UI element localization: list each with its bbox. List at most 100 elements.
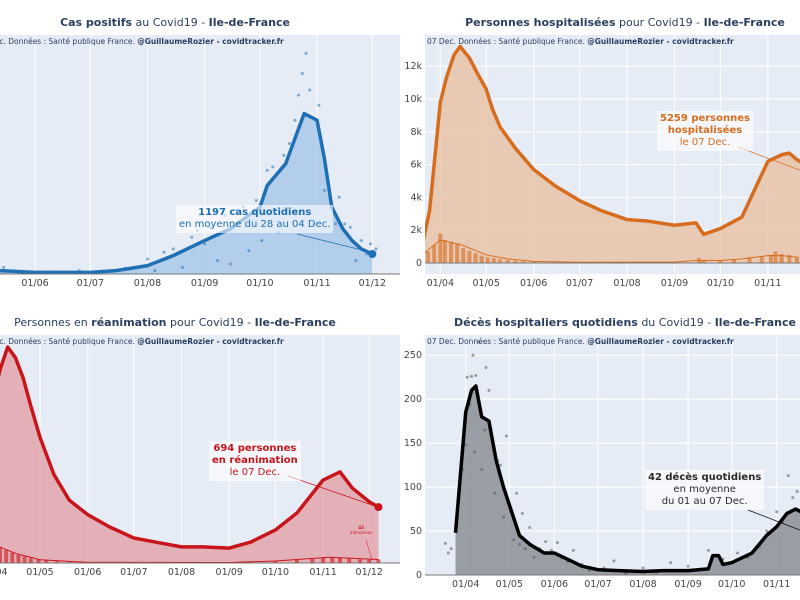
chart-4-title: Décès hospitaliers quotidiens du Covid19…	[454, 316, 796, 329]
scatter-point	[337, 195, 341, 199]
scatter-point	[247, 249, 251, 253]
scatter-point	[786, 474, 790, 478]
scatter-point	[493, 491, 497, 495]
x-tick-label: 01/07	[77, 278, 104, 289]
bar	[330, 556, 335, 563]
scatter-point	[300, 71, 304, 75]
series-area	[0, 113, 373, 274]
scatter-point	[474, 373, 478, 377]
scatter-point	[775, 510, 779, 514]
end-marker	[368, 249, 377, 258]
x-tick-label: 01/11	[763, 579, 790, 590]
scatter-point	[470, 374, 474, 378]
scatter-point	[317, 103, 321, 107]
bar	[28, 558, 33, 563]
bar	[248, 561, 253, 563]
scatter-point	[322, 188, 326, 192]
scatter-point	[501, 515, 505, 519]
chart-3	[0, 335, 400, 564]
bar	[491, 258, 496, 264]
x-tick-label: 01/11	[754, 278, 781, 289]
bar	[338, 557, 342, 563]
x-tick-label: 01/10	[707, 278, 734, 289]
annotation-connector	[737, 146, 800, 171]
scatter-point	[464, 443, 468, 447]
scatter-point	[515, 491, 519, 495]
scatter-point	[465, 375, 469, 379]
scatter-point	[587, 569, 591, 573]
annotation-connector	[296, 233, 371, 253]
series-group	[425, 44, 800, 264]
bar	[779, 253, 784, 264]
scatter-point	[260, 239, 264, 243]
y-tick-label: 200	[404, 394, 422, 405]
scatter-point	[484, 366, 488, 370]
scatter-point	[480, 468, 484, 472]
scatter-point	[472, 450, 476, 454]
scatter-point	[180, 265, 184, 269]
series-area	[455, 385, 800, 575]
x-tick-label: 01/09	[216, 567, 243, 578]
scatter-point	[145, 257, 149, 261]
bar	[768, 254, 773, 264]
y-tick-label: 12k	[404, 61, 422, 72]
scatter-point	[153, 269, 157, 273]
x-tick-label: 01/09	[674, 579, 701, 590]
bar	[36, 559, 41, 563]
scatter-point	[571, 548, 575, 552]
scatter-point	[308, 88, 312, 92]
bar	[310, 558, 315, 563]
x-tick-label: 01/04	[0, 567, 8, 578]
series-average-line	[425, 239, 797, 263]
x-tick-label: 01/08	[134, 278, 161, 289]
series-line	[0, 111, 374, 275]
chart-3-title: Personnes en réanimation pour Covid19 - …	[14, 316, 336, 329]
scatter-point	[520, 511, 524, 515]
bar	[505, 260, 510, 264]
scatter-point	[612, 559, 616, 563]
bar	[426, 251, 431, 264]
chart-1-source: 07 Dec. Données : Santé publique France.…	[0, 37, 284, 46]
series-area	[0, 347, 379, 563]
chart-2-title: Personnes hospitalisées pour Covid19 - I…	[465, 16, 785, 29]
scatter-point	[287, 142, 291, 146]
scatter-point	[795, 489, 799, 493]
scatter-point	[354, 259, 358, 263]
x-tick-label: 01/06	[74, 567, 101, 578]
x-tick-label: 01/06	[520, 278, 547, 289]
chart-3-annotation: 694 personnes en réanimation le 07 Dec.	[209, 441, 301, 481]
scatter-point	[2, 265, 6, 269]
scatter-point	[369, 242, 373, 246]
bar	[455, 243, 460, 264]
bar	[273, 560, 278, 563]
scatter-point	[471, 353, 475, 357]
bar	[44, 560, 49, 563]
scatter-point	[216, 259, 220, 263]
series-line	[425, 44, 800, 241]
scatter-point	[343, 222, 347, 226]
y-tick-label: 50	[410, 526, 422, 537]
bar	[376, 559, 381, 563]
end-marker	[374, 503, 383, 512]
scatter-point	[477, 340, 481, 344]
scatter-point	[686, 564, 690, 568]
scatter-point	[162, 250, 166, 254]
series-line	[453, 384, 800, 574]
scatter-point	[446, 551, 450, 555]
bar	[759, 256, 764, 264]
series-average-line	[0, 546, 379, 564]
scatter-point	[190, 235, 194, 239]
scatter-point	[483, 428, 487, 432]
bar	[0, 546, 2, 563]
bar	[442, 240, 447, 264]
series-area	[425, 46, 800, 264]
bar	[531, 261, 536, 264]
x-tick-label: 01/08	[168, 567, 195, 578]
scatter-point	[265, 168, 269, 172]
series-group	[0, 345, 383, 564]
y-tick-label: 0	[416, 258, 422, 269]
y-tick-label: 100	[404, 482, 422, 493]
chart-2-source: 07 Dec. Données : Santé publique France.…	[427, 37, 734, 46]
x-tick-label: 01/11	[309, 567, 336, 578]
